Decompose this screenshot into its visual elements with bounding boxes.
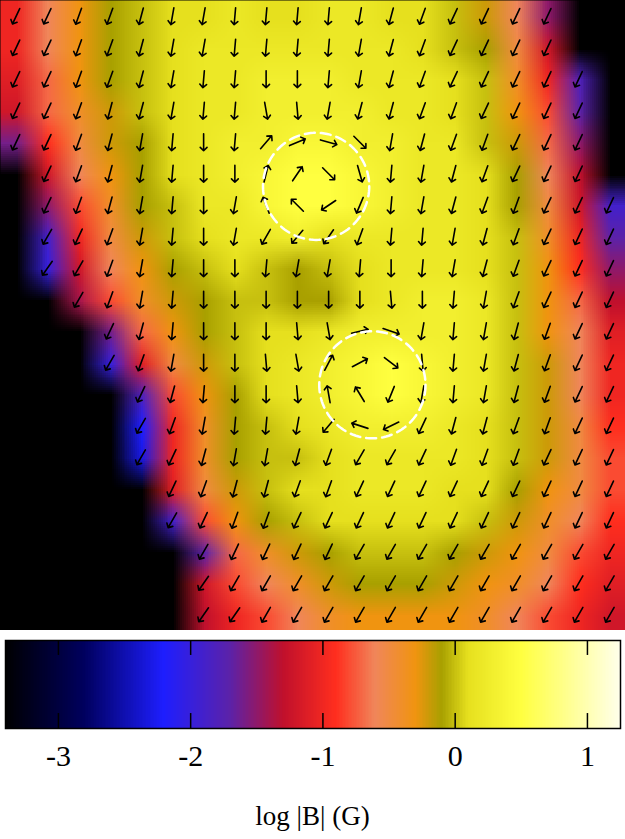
- svg-text:1: 1: [580, 739, 595, 772]
- svg-text:-3: -3: [46, 739, 71, 772]
- svg-text:0: 0: [448, 739, 463, 772]
- svg-text:-2: -2: [178, 739, 203, 772]
- html-text:log |B| (G): log |B| (G): [255, 801, 370, 831]
- svg-text:-1: -1: [310, 739, 335, 772]
